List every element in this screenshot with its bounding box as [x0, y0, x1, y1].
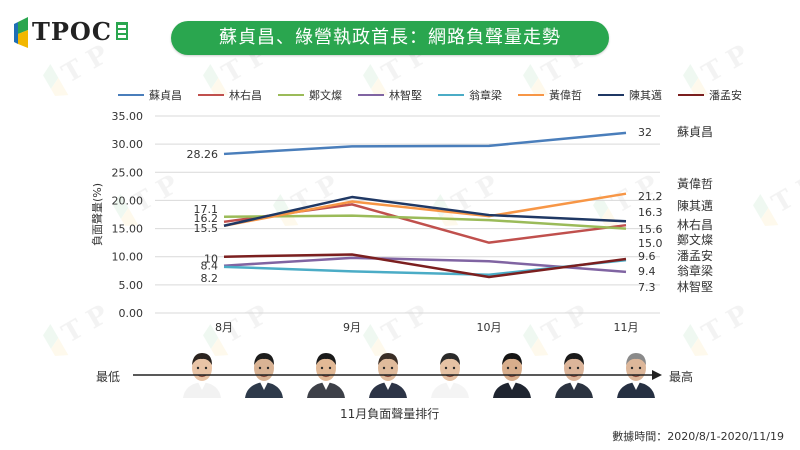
- y-axis-label: 負面聲量(%): [90, 183, 104, 246]
- legend-label: 黃偉哲: [549, 89, 582, 102]
- legend-item: 蘇貞昌: [118, 87, 182, 103]
- legend-item: 林右昌: [198, 87, 262, 103]
- y-tick-label: 30.00: [112, 138, 144, 151]
- series-name-label: 林智堅: [677, 279, 713, 294]
- x-tick-label: 11月: [614, 321, 639, 334]
- legend-label: 翁章梁: [469, 89, 502, 102]
- x-tick-label: 9月: [343, 321, 361, 334]
- legend-label: 鄭文燦: [309, 89, 342, 102]
- series-name-label: 翁章梁: [677, 263, 713, 278]
- x-tick-label: 8月: [215, 321, 233, 334]
- logo-text: TPOC: [32, 17, 112, 46]
- legend-label: 蘇貞昌: [149, 89, 182, 102]
- chart-legend: 蘇貞昌 林右昌 鄭文燦 林智堅 翁章梁 黃偉哲 陳其邁 潘孟安: [118, 85, 758, 105]
- legend-swatch: [598, 94, 624, 96]
- y-tick-label: 35.00: [112, 110, 144, 123]
- series-name-label: 林右昌: [677, 217, 713, 232]
- end-data-label: 16.3: [638, 206, 663, 219]
- series-name-label: 潘孟安: [677, 248, 713, 263]
- legend-swatch: [198, 94, 224, 96]
- y-tick-label: 0.00: [119, 307, 144, 320]
- legend-item: 黃偉哲: [518, 87, 582, 103]
- chart-title: 蘇貞昌、綠營執政首長：網路負聲量走勢: [171, 21, 609, 55]
- legend-swatch: [118, 94, 144, 96]
- y-tick-label: 25.00: [112, 166, 144, 179]
- legend-swatch: [438, 94, 464, 96]
- legend-swatch: [278, 94, 304, 96]
- start-data-label: 8.2: [201, 272, 219, 285]
- y-tick-label: 20.00: [112, 194, 144, 207]
- legend-label: 陳其邁: [629, 89, 662, 102]
- y-tick-label: 10.00: [112, 251, 144, 264]
- end-data-label: 7.3: [638, 281, 656, 294]
- legend-swatch: [358, 94, 384, 96]
- series-line: [223, 195, 627, 227]
- start-data-label: 10: [204, 253, 218, 266]
- y-tick-label: 5.00: [119, 279, 144, 292]
- legend-label: 潘孟安: [709, 89, 742, 102]
- series-name-label: 鄭文燦: [677, 232, 713, 247]
- series-line: [223, 131, 627, 156]
- legend-swatch: [518, 94, 544, 96]
- legend-swatch: [678, 94, 704, 96]
- legend-item: 林智堅: [358, 87, 422, 103]
- x-tick-label: 10月: [477, 321, 502, 334]
- start-data-label: 28.26: [187, 148, 219, 161]
- end-data-label: 9.4: [638, 265, 656, 278]
- start-data-label: 17.1: [194, 203, 219, 216]
- y-tick-label: 15.00: [112, 223, 144, 236]
- legend-label: 林右昌: [229, 89, 262, 102]
- end-data-label: 9.6: [638, 250, 656, 263]
- legend-item: 陳其邁: [598, 87, 662, 103]
- series-name-label: 黃偉哲: [677, 177, 713, 191]
- end-data-label: 15.6: [638, 223, 663, 236]
- start-data-label: 16.2: [194, 212, 219, 225]
- legend-item: 鄭文燦: [278, 87, 342, 103]
- legend-item: 翁章梁: [438, 87, 502, 103]
- data-period-footnote: 數據時間：2020/8/1-2020/11/19: [612, 430, 784, 443]
- series-name-label: 陳其邁: [677, 199, 713, 213]
- legend-label: 林智堅: [389, 89, 422, 102]
- tpoc-logo: [14, 17, 128, 48]
- end-data-label: 15.0: [638, 237, 663, 250]
- legend-item: 潘孟安: [678, 87, 742, 103]
- start-data-label: 8.4: [201, 260, 219, 273]
- series-name-label: 蘇貞昌: [677, 125, 713, 139]
- end-data-label: 21.2: [638, 190, 663, 203]
- series-line: [223, 253, 627, 279]
- start-data-label: 15.5: [194, 222, 219, 235]
- end-data-label: 32: [638, 126, 652, 139]
- series-line: [223, 192, 627, 227]
- series-line: [223, 214, 627, 230]
